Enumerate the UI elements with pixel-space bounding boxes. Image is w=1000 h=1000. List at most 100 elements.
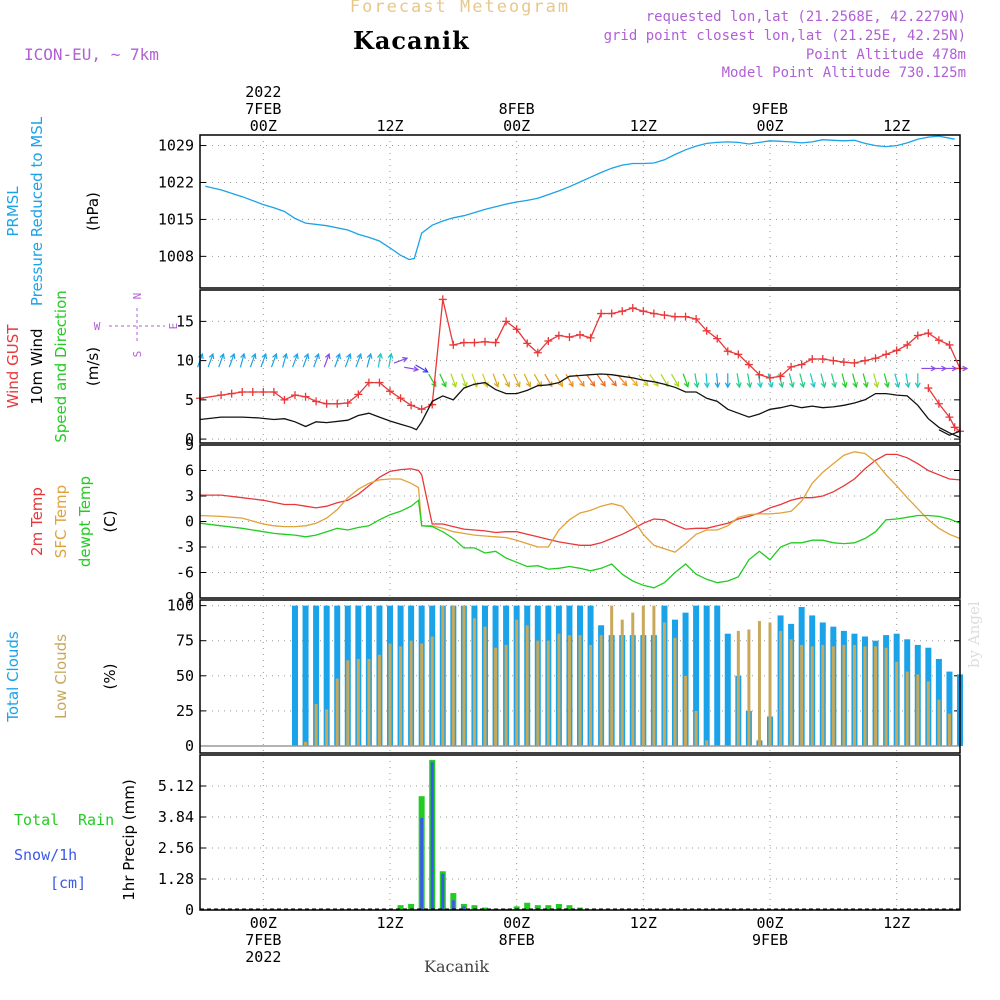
bottom-time-label: 7FEB [245,931,281,949]
low-cloud-bar [895,661,899,746]
wind-arrow [388,353,392,368]
wind-arrow [565,373,574,387]
low-cloud-bar [863,646,867,746]
wind-arrowhead [746,382,753,389]
gust-marker [839,358,848,367]
y-tick-label: 1015 [158,210,194,228]
y-tick-label: 6 [185,462,194,480]
panel-label-precip: 1hr Precip (mm) [120,779,138,900]
low-cloud-bar [325,709,329,746]
y-tick-label: 3 [185,487,194,505]
y-tick-label: 1029 [158,137,194,155]
top-time-label: 00Z [250,117,277,135]
wind-arrow [649,374,659,387]
low-cloud-bar [631,612,635,746]
wind-arrow [809,373,815,388]
wind-arrowhead [724,382,731,389]
gust-marker [576,330,584,339]
gust-marker [565,333,574,342]
panel-label-rain: Rain [78,811,114,829]
panel-label: (C) [101,510,119,532]
model-altitude: Model Point Altitude 730.125m [721,65,966,81]
gust-marker [787,362,796,371]
low-cloud-bar [441,605,445,746]
gust-marker [628,304,637,313]
wind-arrow [355,353,362,368]
wind-arrowhead [714,382,721,389]
wind-arrow [313,353,320,368]
compass-north: N [131,293,144,300]
low-cloud-bar [451,605,455,746]
wind-arrowhead [504,381,510,388]
low-cloud-bar [388,643,392,746]
wind-arrowhead [525,381,532,388]
low-cloud-bar [515,619,519,746]
gust-marker [333,399,342,408]
y-tick-label: 15 [176,312,194,330]
wind-arrowhead [515,381,521,388]
wind-arrowhead [820,381,827,389]
wind-arrowhead [208,352,215,360]
gust-marker [702,326,711,335]
gust-marker [238,388,247,396]
top-time-label: 00Z [503,117,530,135]
wind-arrow [344,353,351,368]
wind-arrow [596,374,606,387]
gust-marker [945,413,954,422]
low-cloud-bar [652,605,656,746]
gust-marker [533,348,542,357]
wind-arrowhead [831,381,837,389]
gridpoint-coords: grid point closest lon,lat (21.25E, 42.2… [603,28,966,44]
top-time-label: 7FEB [245,100,281,118]
low-cloud-bar [736,630,740,746]
gust-marker [364,378,373,387]
wind-arrowhead [884,381,890,389]
rain-bar [534,905,541,910]
point-altitude: Point Altitude 478m [805,47,966,63]
rain-bar [555,903,562,910]
compass-west: W [94,320,101,333]
wind-arrow [450,373,457,388]
wind-arrowhead [272,352,278,360]
panel-label: dewpt Temp [76,476,94,567]
gust-marker [671,312,679,321]
rain-bar [513,906,520,910]
gust-marker [322,399,331,408]
wind-arrowhead [346,352,352,360]
panel-label: 2m Temp [28,487,46,556]
total-cloud-bar [703,605,710,746]
rain-bar [482,907,488,910]
wind-arrowhead [293,352,299,360]
wind-arrow [788,373,794,388]
top-time-label: 12Z [376,117,403,135]
gust-marker [766,373,774,382]
panel-label-snow: Snow/1h [14,846,77,864]
wind-arrow [207,353,214,368]
y-tick-label: -6 [176,564,194,582]
wind-arrow [627,374,638,386]
low-cloud-bar [483,626,487,746]
panel-label: SFC Temp [52,485,70,558]
gust-marker [491,338,500,347]
wind-arrow [239,353,245,368]
gust-marker [850,358,859,367]
total-cloud-bar [693,605,700,746]
gust-marker [808,355,817,364]
bottom-time-label: 00Z [503,914,530,932]
wind-arrow [482,373,488,388]
rain-bar [408,903,415,910]
bottom-time-label: 00Z [756,914,783,932]
bottom-time-label: 00Z [250,914,277,932]
low-cloud-bar [694,710,698,746]
wind-arrow [270,353,277,368]
rain-bar [524,902,531,910]
low-cloud-bar [747,629,751,746]
wind-arrowhead [356,352,363,360]
compass-south: S [131,351,144,358]
wind-arrowhead [862,381,869,389]
panel-label: Low Clouds [52,634,70,719]
panel-label: Wind GUST [4,324,22,409]
low-cloud-bar [662,622,666,746]
wind-arrow [736,373,741,388]
y-tick-label: 75 [176,632,194,650]
